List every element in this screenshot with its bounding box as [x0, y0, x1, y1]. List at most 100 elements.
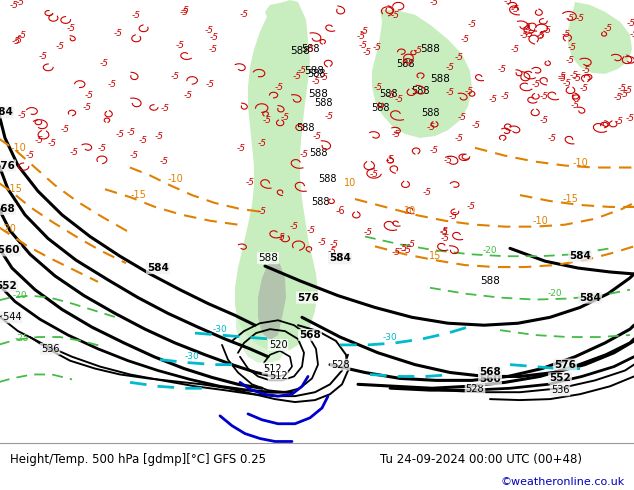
Text: -5: -5	[537, 31, 546, 40]
Text: -5: -5	[275, 82, 283, 92]
Text: -5: -5	[582, 66, 591, 75]
Text: -5: -5	[18, 111, 27, 120]
Text: 588: 588	[420, 44, 440, 54]
Text: 588: 588	[258, 253, 278, 263]
Text: 588: 588	[308, 89, 328, 98]
Text: -5: -5	[311, 77, 321, 86]
Text: 588: 588	[378, 89, 398, 98]
Text: -5: -5	[395, 95, 404, 104]
Text: -20: -20	[13, 291, 27, 300]
Text: 10: 10	[404, 206, 416, 216]
Text: -5: -5	[363, 48, 372, 57]
Text: -5: -5	[413, 46, 422, 55]
Text: -5: -5	[318, 239, 327, 247]
Text: -5: -5	[465, 87, 474, 96]
Text: -5: -5	[520, 31, 529, 40]
Text: -20: -20	[548, 289, 562, 298]
Polygon shape	[568, 2, 632, 74]
Polygon shape	[265, 2, 298, 24]
Text: -30: -30	[184, 352, 199, 361]
Text: -5: -5	[392, 248, 401, 257]
Text: -5: -5	[569, 71, 578, 80]
Text: 576: 576	[554, 360, 576, 369]
Text: -5: -5	[258, 207, 267, 217]
Text: 588: 588	[290, 46, 310, 56]
Text: -15: -15	[6, 184, 22, 194]
Text: -5: -5	[566, 56, 575, 65]
Text: 520: 520	[269, 340, 287, 350]
Text: -5: -5	[330, 240, 339, 249]
Text: -5: -5	[292, 72, 302, 81]
Text: 588: 588	[430, 74, 450, 84]
Text: -5: -5	[614, 117, 624, 125]
Text: -5: -5	[540, 92, 548, 101]
Text: 528: 528	[331, 360, 349, 369]
Text: 588: 588	[318, 174, 336, 184]
Text: -5: -5	[325, 112, 333, 121]
Text: -5: -5	[328, 247, 337, 256]
Text: -5: -5	[179, 8, 188, 17]
Text: 584: 584	[147, 263, 169, 273]
Text: -5: -5	[457, 113, 467, 122]
Text: 584: 584	[0, 107, 13, 117]
Text: -5: -5	[15, 0, 24, 7]
Polygon shape	[236, 248, 285, 363]
Text: -5: -5	[540, 116, 549, 124]
Text: -5: -5	[623, 86, 632, 95]
Text: 588: 588	[396, 59, 414, 69]
Text: -5: -5	[184, 91, 193, 100]
Text: -10: -10	[532, 216, 548, 226]
Text: -5: -5	[440, 234, 450, 243]
Text: -5: -5	[61, 125, 70, 134]
Text: -5: -5	[82, 103, 91, 112]
Text: 588: 588	[421, 108, 439, 118]
Text: -5: -5	[625, 114, 634, 122]
Text: 576: 576	[297, 293, 319, 303]
Text: ©weatheronline.co.uk: ©weatheronline.co.uk	[500, 477, 624, 487]
Text: -5: -5	[571, 100, 580, 110]
Text: -5: -5	[619, 90, 628, 99]
Text: -5: -5	[467, 201, 476, 211]
Polygon shape	[258, 258, 286, 340]
Text: -5: -5	[532, 80, 541, 90]
Text: -5: -5	[561, 29, 570, 39]
Text: -5: -5	[159, 157, 168, 166]
Text: -5: -5	[313, 132, 321, 142]
Text: -5: -5	[276, 233, 285, 243]
Text: -5: -5	[627, 19, 634, 28]
Text: -5: -5	[180, 6, 190, 15]
Text: 588: 588	[311, 197, 329, 207]
Text: 588: 588	[307, 69, 325, 79]
Text: 588: 588	[304, 66, 324, 76]
Text: -5: -5	[391, 11, 399, 20]
Text: 588: 588	[371, 103, 389, 113]
Text: -5: -5	[239, 10, 248, 20]
Text: -5: -5	[113, 28, 122, 38]
Text: 552: 552	[549, 373, 571, 383]
Text: -5: -5	[130, 150, 139, 160]
Text: -5: -5	[236, 144, 246, 153]
Text: -5: -5	[297, 66, 306, 74]
Text: 536: 536	[551, 385, 569, 395]
Text: -5: -5	[548, 134, 557, 143]
Text: -5: -5	[563, 79, 572, 88]
Text: -15: -15	[562, 194, 578, 204]
Text: -5: -5	[171, 72, 179, 81]
Polygon shape	[372, 10, 472, 138]
Text: 552: 552	[0, 281, 17, 291]
Text: 588: 588	[309, 148, 327, 158]
Text: 588: 588	[480, 276, 500, 286]
Text: -5: -5	[372, 43, 381, 52]
Text: -5: -5	[614, 93, 623, 102]
Text: -5: -5	[460, 35, 469, 44]
Text: -5: -5	[364, 228, 373, 237]
Text: -5: -5	[423, 188, 432, 196]
Text: 512: 512	[269, 371, 287, 381]
Text: -5: -5	[374, 83, 383, 92]
Text: -5: -5	[403, 246, 411, 255]
Text: -5: -5	[536, 32, 545, 41]
Text: -5: -5	[446, 88, 455, 98]
Text: -5: -5	[10, 0, 19, 10]
Text: -5: -5	[426, 123, 436, 132]
Text: -5: -5	[566, 14, 574, 23]
